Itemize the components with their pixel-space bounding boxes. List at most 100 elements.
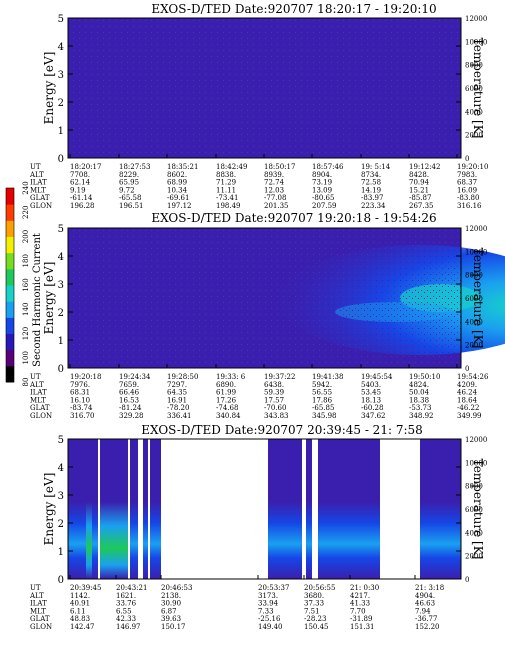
panel-2: EXOS-D/TED Date:920707 19:20:18 - 19:54:… <box>29 211 505 420</box>
panel-2-y2-ticks: 0 2000 4000 6000 8000 10000 12000 <box>465 225 487 373</box>
orbit-cell: 197.12 <box>167 202 192 210</box>
orbit-cell: 17.86 <box>312 396 333 404</box>
orbit-cell: 18:20:17 <box>70 163 101 171</box>
orbit-cell: 16.10 <box>70 396 90 404</box>
orbit-cell: 19:20:18 <box>70 373 101 381</box>
orbit-cell: 18:27:53 <box>119 163 150 171</box>
orbit-cell: 146.97 <box>116 623 141 631</box>
orbit-cell: 20:46:53 <box>161 584 192 592</box>
orbit-cell: 329.28 <box>119 412 144 420</box>
y2-tick-label: 4000 <box>465 108 483 116</box>
orbit-cell: 50.04 <box>409 389 430 397</box>
colorbar-tick-label: 200 <box>22 230 30 243</box>
panel-3-y-ticks: 0 1 2 3 4 5 <box>58 435 461 586</box>
orbit-cell: 6438. <box>264 381 284 389</box>
y-tick-label: 0 <box>58 154 64 165</box>
panel-3-data-strips <box>68 439 461 579</box>
orbit-cell: 340.84 <box>216 412 241 420</box>
orbit-cell: 10.34 <box>167 186 188 194</box>
orbit-row-label: GLON <box>30 623 52 631</box>
orbit-cell: 18:50:17 <box>264 163 295 171</box>
orbit-cell: 30.90 <box>161 600 181 608</box>
orbit-cell: 7708. <box>70 171 90 179</box>
orbit-cell: 46.24 <box>457 389 478 397</box>
y-tick-label: 2 <box>58 519 64 530</box>
orbit-cell: 3680. <box>304 592 324 600</box>
orbit-row-label: ALT <box>29 381 44 389</box>
orbit-cell: 19:54:26 <box>457 373 489 381</box>
y2-tick-label: 10000 <box>465 38 487 46</box>
orbit-cell: -85.87 <box>409 194 431 202</box>
orbit-cell: 18.38 <box>409 396 429 404</box>
colorbar-swatch <box>6 365 14 383</box>
panel-3-title: EXOS-D/TED Date:920707 20:39:45 - 21: 7:… <box>141 423 423 437</box>
orbit-cell: -81.24 <box>119 404 142 412</box>
orbit-cell: 16.53 <box>119 396 139 404</box>
colorbar-swatch <box>6 204 14 221</box>
orbit-cell: 13.09 <box>312 186 332 194</box>
orbit-cell: 150.45 <box>304 623 329 631</box>
panel-1: EXOS-D/TED Date:920707 18:20:17 - 19:20:… <box>29 2 488 210</box>
orbit-cell: 8939. <box>264 171 284 179</box>
y-tick-label: 0 <box>58 364 64 375</box>
orbit-cell: -60.28 <box>361 404 383 412</box>
orbit-cell: 20:53:37 <box>258 584 289 592</box>
orbit-cell: 53.45 <box>361 389 381 397</box>
panel-1-y2label: Temperature [K] <box>471 38 485 139</box>
orbit-cell: 1621. <box>116 592 136 600</box>
panel-2-orbit-table: UT 19:20:18 19:24:34 19:28:50 19:33: 6 19:37:… <box>29 373 489 420</box>
orbit-cell: 223.34 <box>361 202 386 210</box>
orbit-cell: 4209. <box>457 381 477 389</box>
orbit-cell: 267.35 <box>409 202 434 210</box>
y2-tick-label: 2000 <box>465 342 483 350</box>
colorbar-swatch <box>6 252 14 270</box>
orbit-row-label: ILAT <box>30 389 47 397</box>
orbit-cell: 316.16 <box>457 202 482 210</box>
orbit-cell: 207.59 <box>312 202 337 210</box>
orbit-row-label: UT <box>30 584 41 592</box>
orbit-cell: 7.94 <box>415 607 431 615</box>
orbit-cell: 7976. <box>70 381 90 389</box>
orbit-cell: 18:42:49 <box>216 163 247 171</box>
orbit-row-label: ILAT <box>30 179 47 187</box>
orbit-cell: 18:57:46 <box>312 163 344 171</box>
y2-tick-label: 8000 <box>465 272 483 280</box>
orbit-cell: -73.41 <box>216 194 238 202</box>
y2-tick-label: 4000 <box>465 529 483 537</box>
colorbar-tick-label: 100 <box>22 351 30 364</box>
orbit-cell: 19: 5:14 <box>361 163 391 171</box>
orbit-cell: 73.19 <box>312 179 332 187</box>
colorbar-tick-label: 120 <box>22 327 30 340</box>
panel-1-title: EXOS-D/TED Date:920707 18:20:17 - 19:20:… <box>151 2 436 16</box>
panel-3-y2-ticks: 0 2000 4000 6000 8000 10000 12000 <box>465 436 487 584</box>
colorbar-tick-label: 80 <box>22 378 30 387</box>
orbit-cell: 17.26 <box>216 396 237 404</box>
orbit-cell: 9.72 <box>119 186 135 194</box>
orbit-cell: 343.83 <box>264 412 289 420</box>
orbit-cell: -80.65 <box>312 194 334 202</box>
orbit-cell: 40.91 <box>70 600 90 608</box>
panel-3-ylabel: Energy [eV] <box>42 473 56 546</box>
y2-tick-label: 12000 <box>465 225 487 233</box>
orbit-cell: -61.14 <box>70 194 93 202</box>
colorbar-swatch <box>6 317 14 334</box>
y2-tick-label: 0 <box>465 576 469 584</box>
orbit-cell: 68.37 <box>457 179 477 187</box>
orbit-cell: 65.95 <box>119 179 139 187</box>
colorbar: 80 100 120 140 160 180 200 220 240 Second Harmon… <box>5 181 43 387</box>
data-strip <box>306 439 312 579</box>
colorbar-frame <box>5 187 15 383</box>
orbit-cell: 20:43:21 <box>116 584 147 592</box>
data-strip <box>318 439 380 579</box>
y2-tick-label: 0 <box>465 155 469 163</box>
colorbar-swatch <box>6 268 14 286</box>
orbit-cell: 196.28 <box>70 202 95 210</box>
orbit-cell: 19:20:10 <box>457 163 488 171</box>
colorbar-swatch <box>6 236 14 254</box>
orbit-cell: 6.87 <box>161 607 177 615</box>
orbit-cell: 6890. <box>216 381 236 389</box>
colorbar-tick-label: 160 <box>22 278 30 291</box>
orbit-cell: -83.97 <box>361 194 383 202</box>
orbit-row-label: GLON <box>30 202 52 210</box>
y-tick-label: 5 <box>58 224 64 235</box>
